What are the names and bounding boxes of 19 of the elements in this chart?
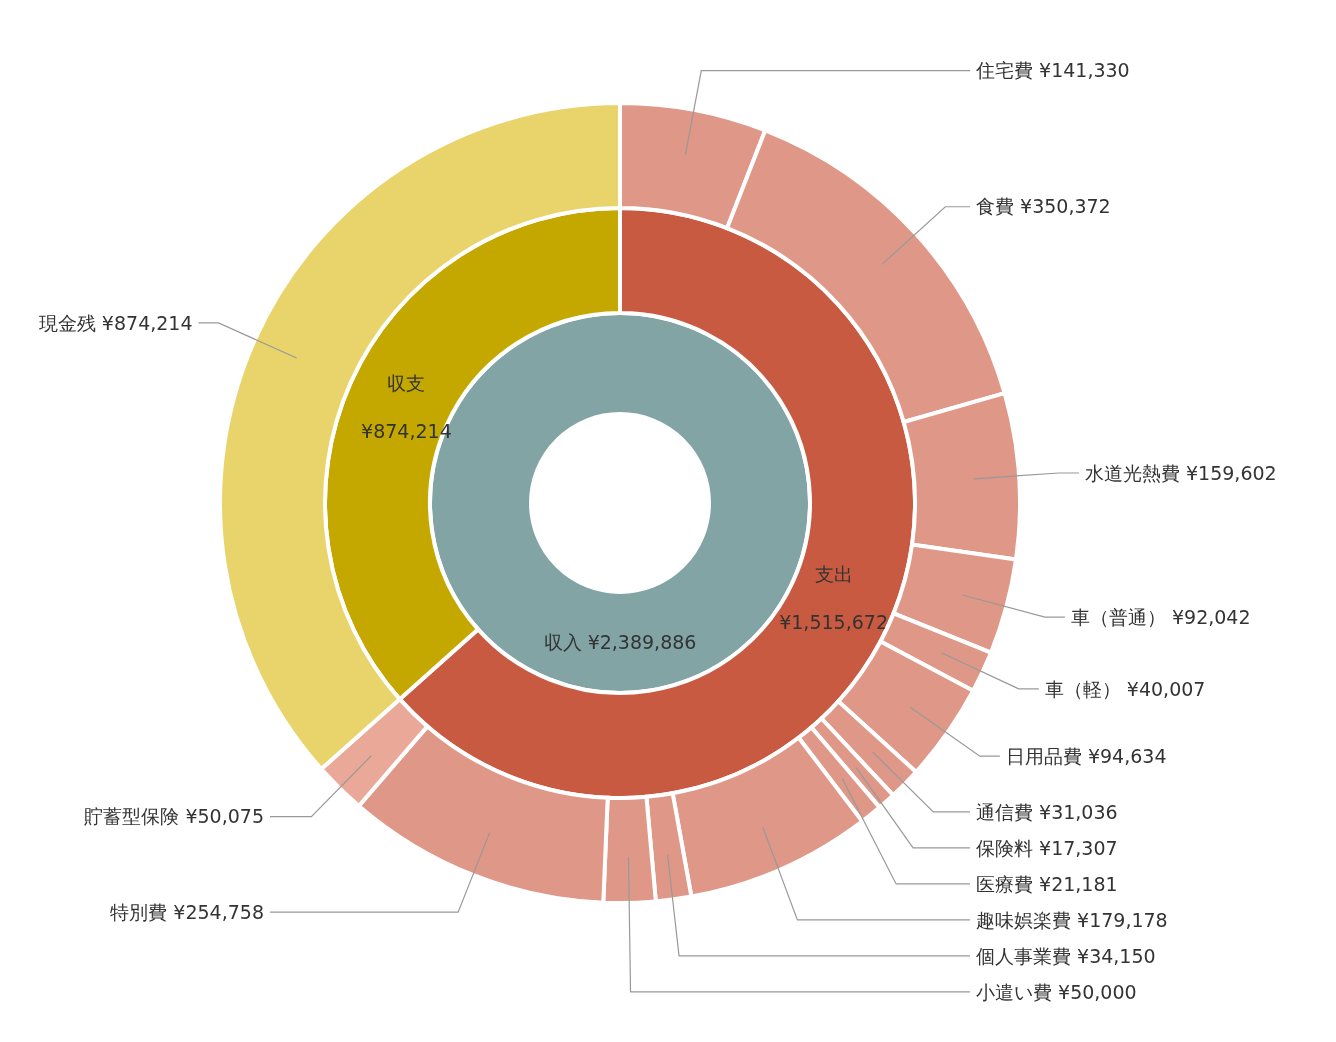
slice-label: 保険料 ¥17,307 xyxy=(976,836,1118,859)
slice-label: 食費 ¥350,372 xyxy=(976,195,1111,218)
data-label: ¥1,515,672 xyxy=(779,611,888,634)
slice-label: 車（普通） ¥92,042 xyxy=(1070,605,1251,628)
slice-label: 通信費 ¥31,036 xyxy=(976,800,1118,823)
slice-label: 個人事業費 ¥34,150 xyxy=(976,944,1156,967)
slice-label: 小遣い費 ¥50,000 xyxy=(976,980,1137,1003)
slice-label: 水道光熱費 ¥159,602 xyxy=(1084,461,1277,484)
slice-label: 住宅費 ¥141,330 xyxy=(975,59,1130,82)
slice-label: 収入 ¥2,389,886 xyxy=(543,631,697,654)
slice-label: 収支 xyxy=(387,371,426,394)
slice-label: 医療費 ¥21,181 xyxy=(976,872,1118,895)
slice-label: 現金残 ¥874,214 xyxy=(38,311,193,334)
slice-label: 特別費 ¥254,758 xyxy=(110,900,264,923)
slice-label: 貯蓄型保険 ¥50,075 xyxy=(84,805,264,828)
slice-label: 趣味娯楽費 ¥179,178 xyxy=(976,908,1168,931)
slice-label: 支出 xyxy=(814,563,853,586)
slice-label: 日用品費 ¥94,634 xyxy=(1005,744,1167,767)
slice-label: 車（軽） ¥40,007 xyxy=(1044,677,1206,700)
